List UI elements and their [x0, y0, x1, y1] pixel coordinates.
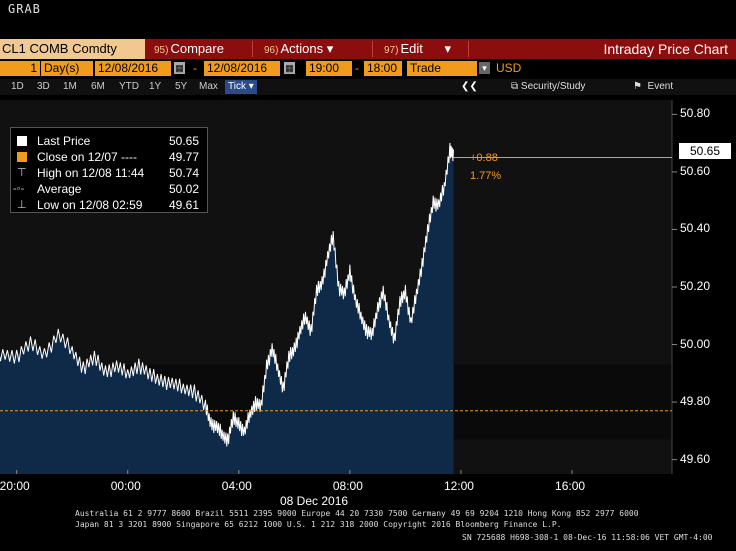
orange-square-icon [17, 152, 27, 162]
period-count-field[interactable]: 1 [0, 61, 40, 76]
range-button-6m[interactable]: 6M [91, 81, 105, 92]
last-price-tag: 50.65 [679, 143, 731, 159]
legend-value: 49.61 [168, 198, 199, 212]
tick-dropdown[interactable]: Tick ▾ [225, 80, 257, 94]
x-tick-label: 16:00 [555, 479, 586, 493]
footer-contacts-2: Japan 81 3 3201 8900 Singapore 65 6212 1… [75, 520, 562, 529]
legend-item-average[interactable]: -◦- Average 50.02 [11, 181, 207, 197]
legend-item-low[interactable]: ⊥ Low on 12/08 02:59 49.61 [11, 197, 207, 213]
event-button[interactable]: ⚑ Event [630, 80, 676, 94]
menu-bar [0, 39, 736, 59]
calendar-icon[interactable]: ▦ [284, 62, 295, 74]
y-tick-label: 50.20 [680, 279, 711, 293]
chevron-down-icon: ▾ [326, 41, 334, 56]
period-unit-field[interactable]: Day(s) [41, 61, 93, 76]
legend-label: Close on 12/07 ---- [37, 150, 138, 164]
y-tick-label: 50.80 [680, 106, 711, 121]
legend-value: 49.77 [168, 150, 199, 164]
security-study-label: Security/Study [520, 81, 586, 92]
start-time-field[interactable]: 19:00 [306, 61, 352, 76]
chevron-down-icon[interactable]: ▾ [479, 62, 490, 74]
chart-title: Intraday Price Chart [603, 41, 729, 57]
compare-button[interactable]: 95) Compare [154, 39, 224, 59]
range-button-1y[interactable]: 1Y [149, 81, 162, 92]
high-marker-icon: ⊤ [17, 167, 27, 179]
end-time-field[interactable]: 18:00 [364, 61, 402, 76]
change-absolute: +0.88 [470, 152, 498, 164]
collapse-icon[interactable]: ❮❮ [461, 81, 478, 92]
app-label: GRAB [8, 2, 41, 16]
legend-label: Average [37, 182, 82, 196]
actions-label: Actions [280, 41, 324, 56]
white-square-icon [17, 136, 27, 146]
menu-divider [468, 41, 469, 57]
y-tick-label: 49.80 [680, 394, 711, 409]
legend-value: 50.74 [168, 166, 199, 180]
price-area [0, 148, 454, 474]
legend-label: High on 12/08 11:44 [37, 166, 145, 180]
ticker-field[interactable]: CL1 COMB Comdty [0, 39, 145, 59]
study-icon: ⧉ [511, 81, 519, 92]
field-select[interactable]: Trade [407, 61, 477, 76]
range-button-1d[interactable]: 1D [11, 81, 24, 92]
edit-menu[interactable]: 97) Edit ▾ [384, 39, 451, 59]
actions-menu[interactable]: 96) Actions ▾ [264, 39, 333, 59]
legend-item-high[interactable]: ⊤ High on 12/08 11:44 50.74 [11, 165, 207, 181]
legend-label: Last Price [37, 134, 91, 148]
x-tick-label: 00:00 [110, 479, 141, 493]
x-tick-label: 08:00 [332, 479, 363, 493]
y-tick-label: 49.60 [680, 451, 711, 466]
event-label: Event [647, 81, 674, 92]
flag-icon: ⚑ [633, 81, 642, 92]
x-tick-label: 04:00 [221, 479, 252, 493]
range-button-1m[interactable]: 1M [63, 81, 77, 92]
range-button-max[interactable]: Max [199, 81, 218, 92]
change-percent: 1.77% [470, 170, 502, 182]
start-date-field[interactable]: 12/08/2016 [95, 61, 171, 76]
compare-number: 95) [154, 45, 169, 56]
average-marker-icon: -◦- [13, 183, 25, 195]
menu-divider [372, 41, 373, 57]
legend-value: 50.65 [168, 134, 199, 148]
y-tick-label: 50.60 [680, 163, 711, 178]
y-tick-label: 50.40 [680, 221, 711, 236]
legend-item-last-price[interactable]: Last Price 50.65 [11, 133, 207, 149]
currency-label[interactable]: USD [496, 61, 522, 75]
legend-label: Low on 12/08 02:59 [37, 198, 143, 212]
legend-item-close[interactable]: Close on 12/07 ---- 49.77 [11, 149, 207, 165]
legend: Last Price 50.65 Close on 12/07 ---- 49.… [10, 127, 208, 213]
range-button-3d[interactable]: 3D [37, 81, 50, 92]
footer-serial: SN 725688 H698-308-1 08-Dec-16 11:58:06 … [462, 533, 713, 542]
x-tick-label: 12:00 [443, 479, 474, 493]
range-button-ytd[interactable]: YTD [119, 81, 139, 92]
x-tick-label: 20:00 [0, 479, 30, 493]
date-separator: - [193, 61, 197, 75]
price-line [0, 142, 454, 447]
security-study-button[interactable]: ⧉ Security/Study [508, 80, 588, 94]
actions-number: 96) [264, 45, 279, 56]
low-marker-icon: ⊥ [17, 199, 27, 211]
menu-divider [252, 41, 253, 57]
footer-contacts: Australia 61 2 9777 8600 Brazil 5511 239… [75, 509, 639, 518]
y-tick-label: 50.00 [680, 336, 711, 351]
time-separator: - [355, 61, 359, 75]
edit-label: Edit [400, 41, 423, 56]
edit-number: 97) [384, 45, 399, 56]
range-bar [0, 79, 736, 95]
compare-label: Compare [170, 41, 224, 56]
end-date-field[interactable]: 12/08/2016 [204, 61, 280, 76]
calendar-icon[interactable]: ▦ [174, 62, 185, 74]
chevron-down-icon: ▾ [444, 41, 452, 56]
x-axis-label: 08 Dec 2016 [280, 494, 349, 508]
range-button-5y[interactable]: 5Y [175, 81, 188, 92]
legend-value: 50.02 [168, 182, 199, 196]
